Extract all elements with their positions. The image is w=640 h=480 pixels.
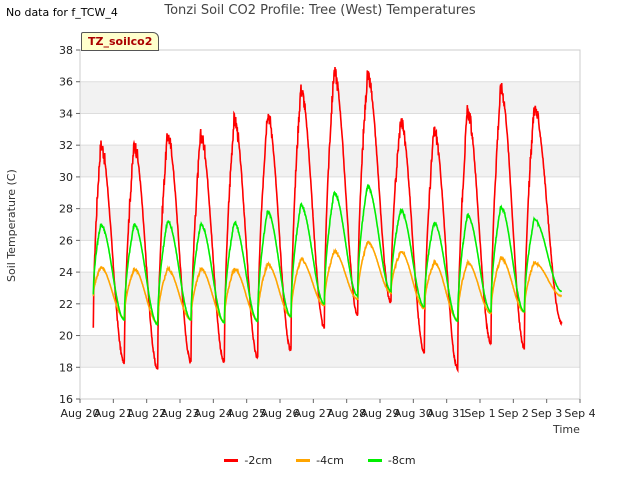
x-tick-label: Aug 29	[361, 407, 400, 420]
y-tick-label: 22	[59, 298, 73, 311]
legend-swatch-8cm	[367, 459, 382, 462]
x-tick-label: Aug 30	[394, 407, 433, 420]
legend-swatch-4cm	[296, 459, 311, 462]
grid-band	[80, 335, 580, 368]
y-tick-label: 24	[59, 266, 73, 279]
legend-label-2cm: -2cm	[244, 454, 273, 467]
y-tick-label: 30	[59, 171, 73, 184]
site-badge: TZ_soilco2	[81, 32, 160, 51]
legend-item-4cm: -4cm	[296, 454, 344, 467]
series-line-4cm	[92, 240, 563, 325]
no-data-note: No data for f_TCW_4	[6, 6, 118, 19]
y-tick-label: 38	[59, 44, 73, 57]
grid-band	[80, 81, 580, 114]
x-tick-label: Aug 28	[327, 407, 366, 420]
x-tick-label: Sep 3	[531, 407, 562, 420]
y-tick-label: 16	[59, 393, 73, 406]
grid-band	[80, 176, 580, 209]
x-tick-label: Aug 23	[161, 407, 200, 420]
x-tick-label: Aug 27	[294, 407, 333, 420]
x-tick-label: Sep 1	[464, 407, 495, 420]
legend-swatch-2cm	[224, 459, 239, 462]
legend-label-8cm: -8cm	[387, 454, 416, 467]
y-tick-label: 32	[59, 139, 73, 152]
y-tick-label: 20	[59, 330, 73, 343]
grid-band	[80, 50, 580, 82]
legend-label-4cm: -4cm	[316, 454, 344, 467]
x-tick-label: Aug 22	[127, 407, 166, 420]
legend-item-8cm: -8cm	[367, 454, 416, 467]
x-tick-label: Aug 25	[227, 407, 266, 420]
x-tick-label: Aug 24	[194, 407, 233, 420]
grid-band	[80, 303, 580, 336]
series-line-8cm	[92, 183, 563, 327]
x-tick-label: Aug 31	[427, 407, 466, 420]
y-tick-label: 26	[59, 234, 73, 247]
y-tick-label: 36	[59, 76, 73, 89]
x-tick-label: Sep 2	[498, 407, 529, 420]
legend: -2cm -4cm -8cm	[0, 454, 640, 467]
legend-item-2cm: -2cm	[224, 454, 272, 467]
y-tick-label: 18	[59, 361, 73, 374]
x-tick-label: Sep 4	[564, 407, 595, 420]
x-tick-label: Aug 21	[94, 407, 133, 420]
x-tick-label: Aug 20	[61, 407, 100, 420]
grid-band	[80, 367, 580, 399]
grid-band	[80, 272, 580, 304]
x-tick-label: Aug 26	[261, 407, 300, 420]
chart-title: Tonzi Soil CO2 Profile: Tree (West) Temp…	[164, 3, 476, 18]
x-axis-label: Time	[553, 423, 580, 436]
y-tick-label: 28	[59, 203, 73, 216]
y-tick-label: 34	[59, 107, 73, 120]
plot-frame	[79, 49, 581, 400]
